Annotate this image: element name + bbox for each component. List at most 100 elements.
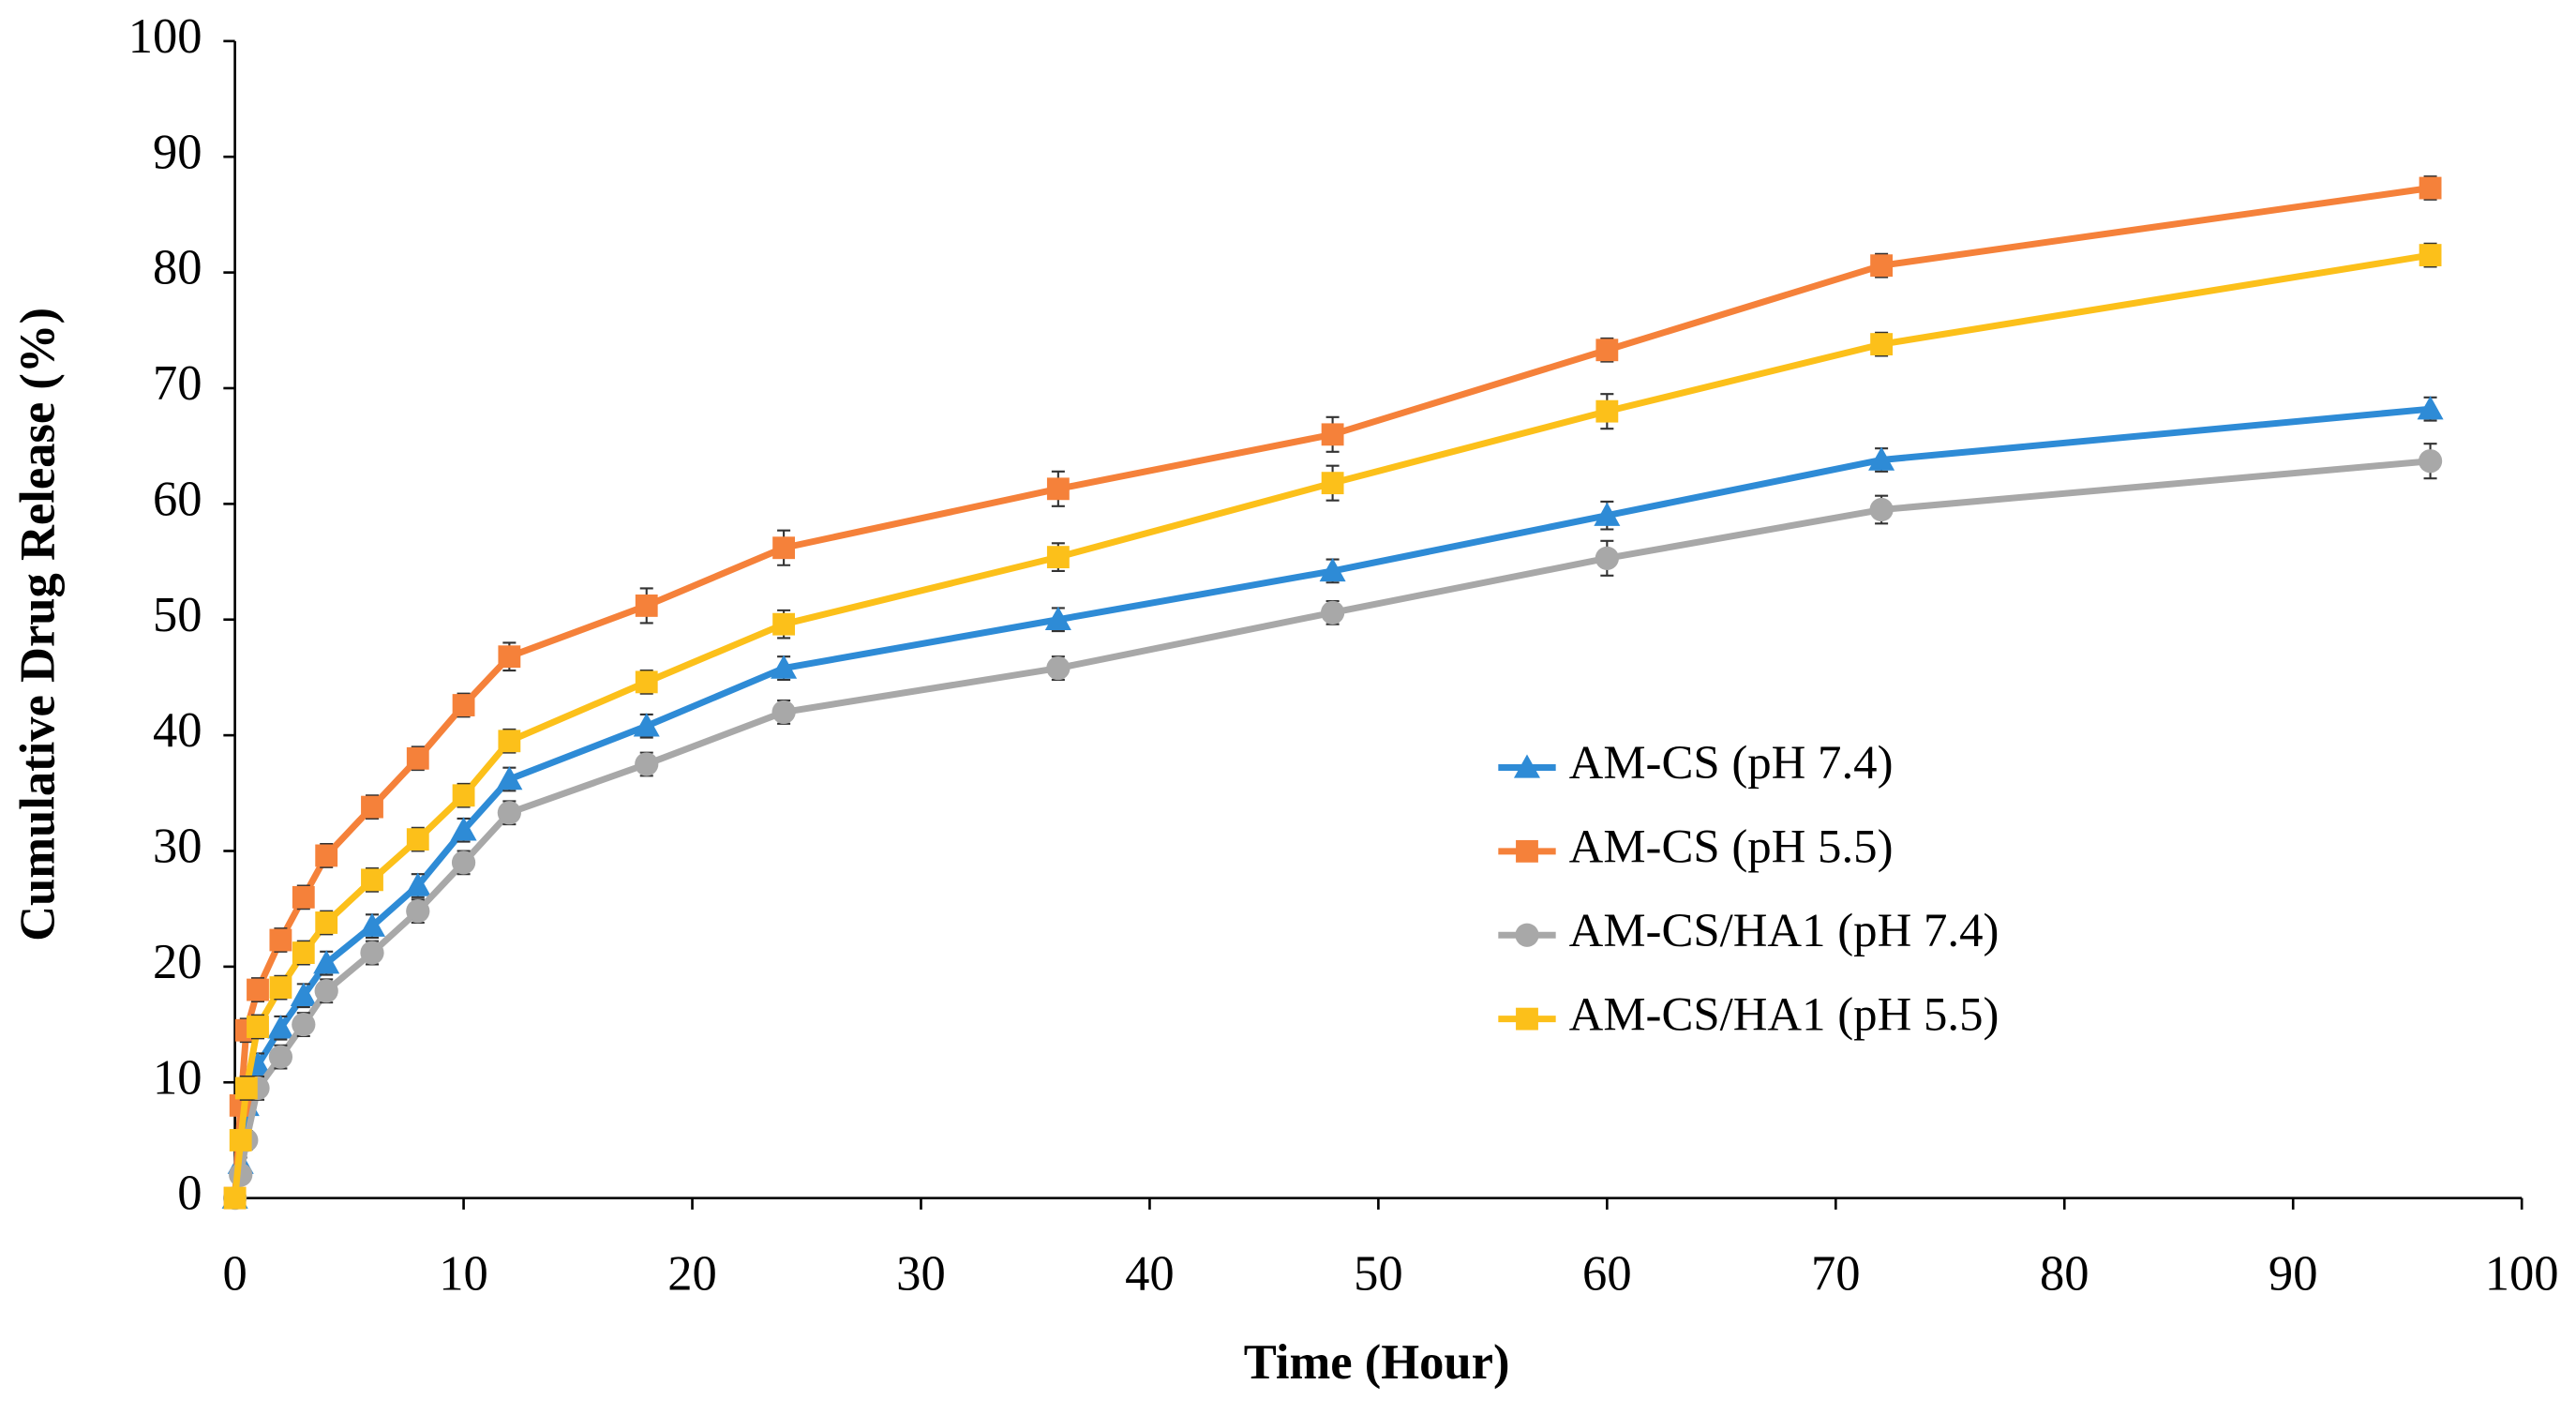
data-point — [772, 612, 796, 636]
data-point — [771, 700, 796, 725]
data-point — [772, 536, 796, 560]
series-line — [232, 251, 2432, 1198]
series — [221, 396, 2444, 1209]
data-point — [315, 844, 338, 867]
y-tick-label: 100 — [128, 9, 202, 64]
x-tick-label: 10 — [439, 1247, 488, 1302]
data-point — [315, 911, 338, 934]
data-point — [1595, 339, 1619, 362]
data-point — [247, 978, 269, 1001]
data-point — [292, 885, 315, 909]
data-point — [1870, 254, 1894, 278]
y-tick-label: 40 — [153, 703, 202, 758]
x-tick-label: 20 — [667, 1247, 717, 1302]
data-point — [2419, 244, 2442, 267]
y-axis-title: Cumulative Drug Release (%) — [11, 308, 66, 941]
x-tick-label: 60 — [1582, 1247, 1632, 1302]
data-point — [633, 713, 660, 737]
y-tick-label: 30 — [153, 820, 202, 874]
data-point — [498, 730, 521, 753]
x-tick-label: 90 — [2269, 1247, 2318, 1302]
data-point — [771, 655, 798, 679]
x-tick-label: 0 — [222, 1247, 247, 1302]
legend-marker — [1516, 1007, 1538, 1031]
legend-label: AM-CS (pH 7.4) — [1569, 736, 1894, 789]
data-point — [292, 941, 315, 964]
data-point — [406, 746, 429, 770]
data-point — [497, 801, 521, 825]
data-point — [292, 1012, 316, 1037]
data-point — [229, 1129, 252, 1152]
data-point — [1870, 333, 1894, 356]
y-tick-label: 10 — [153, 1050, 202, 1105]
series-line — [232, 185, 2432, 1198]
series — [223, 175, 2442, 1210]
legend-label: AM-CS/HA1 (pH 7.4) — [1569, 904, 1999, 956]
data-point — [1595, 399, 1619, 423]
data-point — [451, 851, 476, 875]
data-point — [1320, 600, 1345, 625]
legend-marker — [1516, 839, 1538, 863]
data-point — [1868, 446, 1895, 471]
legend-marker — [1515, 923, 1539, 947]
series — [223, 242, 2442, 1210]
data-point — [267, 1015, 294, 1039]
y-tick-label: 0 — [177, 1167, 202, 1221]
data-point — [404, 872, 431, 896]
data-point — [635, 670, 658, 694]
y-tick-label: 60 — [153, 472, 202, 526]
data-point — [247, 1016, 269, 1038]
y-tick-label: 50 — [153, 588, 202, 642]
data-point — [290, 982, 317, 1006]
data-point — [1046, 477, 1070, 501]
x-tick-label: 100 — [2485, 1247, 2559, 1302]
series-line — [232, 405, 2431, 1199]
data-point — [1595, 546, 1619, 570]
data-point — [635, 595, 658, 617]
data-point — [1319, 557, 1346, 582]
x-tick-label: 50 — [1354, 1247, 1403, 1302]
y-tick-label: 90 — [153, 125, 202, 179]
legend-label: AM-CS (pH 5.5) — [1569, 820, 1894, 873]
data-point — [496, 765, 523, 790]
x-axis-title: Time (Hour) — [1244, 1335, 1510, 1390]
data-point — [1869, 497, 1894, 522]
data-point — [2418, 449, 2443, 474]
data-point — [360, 941, 384, 965]
x-tick-label: 70 — [1811, 1247, 1861, 1302]
data-point — [268, 1045, 293, 1069]
data-point — [452, 694, 475, 716]
data-point — [269, 976, 292, 1000]
data-point — [269, 928, 292, 952]
y-tick-label: 80 — [153, 241, 202, 295]
legend: AM-CS (pH 7.4) AM-CS (pH 5.5) AM-CS/HA1 (p… — [1498, 736, 1999, 1040]
data-point — [1594, 502, 1621, 526]
data-point — [361, 795, 383, 819]
x-tick-label: 30 — [896, 1247, 946, 1302]
data-point — [358, 912, 386, 937]
data-point — [1046, 655, 1071, 681]
data-point — [313, 950, 340, 974]
data-point — [1321, 472, 1344, 495]
data-point — [223, 1186, 247, 1210]
x-tick-label: 40 — [1125, 1247, 1175, 1302]
data-point — [2417, 396, 2444, 420]
data-point — [1046, 546, 1070, 569]
x-tick-label: 80 — [2040, 1247, 2089, 1302]
legend-marker — [1513, 754, 1541, 778]
data-point — [2419, 176, 2442, 200]
data-point — [406, 828, 429, 851]
data-point — [498, 645, 521, 669]
y-tick-label: 20 — [153, 935, 202, 989]
data-point — [314, 979, 338, 1003]
data-point — [406, 899, 430, 924]
data-point — [635, 752, 659, 776]
y-tick-label: 70 — [153, 356, 202, 411]
data-point — [452, 784, 475, 807]
data-point — [450, 817, 477, 841]
legend-label: AM-CS/HA1 (pH 5.5) — [1569, 987, 1999, 1040]
data-point — [361, 868, 383, 892]
data-point — [1044, 606, 1071, 630]
data-point — [234, 1076, 258, 1100]
